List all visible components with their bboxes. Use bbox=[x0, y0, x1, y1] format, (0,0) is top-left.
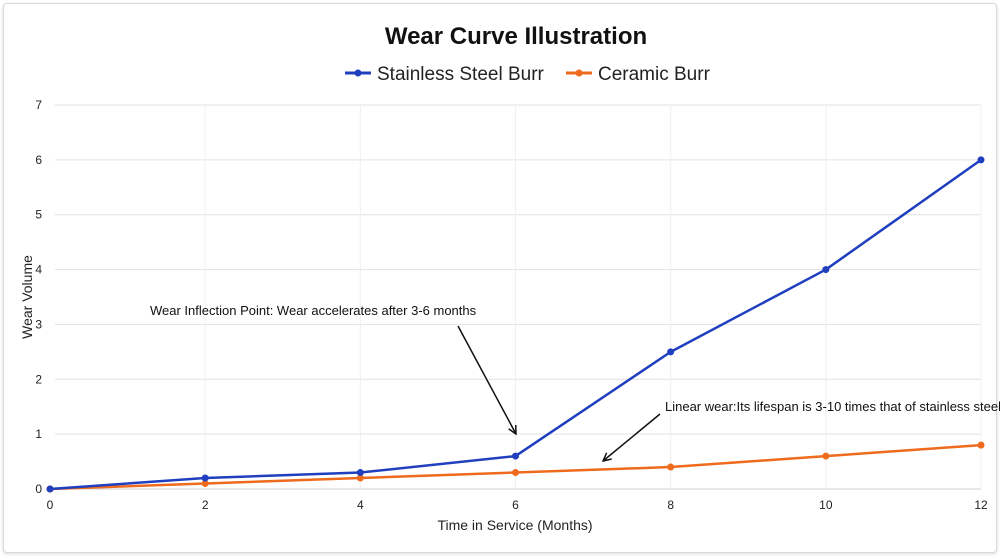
y-tick-label: 4 bbox=[35, 263, 42, 277]
annotation-arrow bbox=[457, 325, 516, 434]
x-tick-label: 10 bbox=[819, 498, 833, 512]
legend-swatch-marker bbox=[354, 69, 362, 77]
y-axis-label: Wear Volume bbox=[19, 255, 35, 339]
data-point bbox=[667, 463, 675, 471]
legend: Stainless Steel Burr Ceramic Burr bbox=[345, 64, 711, 85]
y-tick-label: 7 bbox=[35, 98, 42, 112]
chart-frame bbox=[3, 3, 997, 553]
y-tick-label: 2 bbox=[35, 372, 42, 386]
data-point bbox=[977, 156, 985, 164]
y-tick-label: 6 bbox=[35, 153, 42, 167]
data-point bbox=[512, 469, 519, 477]
legend-swatch-marker bbox=[575, 69, 583, 77]
data-point bbox=[822, 452, 830, 460]
x-tick-label: 4 bbox=[357, 498, 364, 512]
data-point bbox=[356, 469, 364, 477]
gridlines bbox=[50, 104, 982, 490]
y-tick-label: 0 bbox=[35, 482, 42, 496]
data-point bbox=[356, 474, 364, 482]
legend-label: Stainless Steel Burr bbox=[377, 64, 545, 85]
data-point bbox=[822, 266, 830, 274]
data-point bbox=[201, 480, 209, 488]
data-point bbox=[201, 474, 209, 482]
annotation-text: Wear Inflection Point: Wear accelerates … bbox=[150, 303, 477, 318]
annotation-arrow bbox=[603, 413, 661, 461]
legend-label: Ceramic Burr bbox=[598, 64, 711, 85]
data-point bbox=[667, 348, 675, 356]
y-tick-label: 5 bbox=[35, 208, 42, 222]
x-tick-label: 6 bbox=[512, 498, 519, 512]
x-tick-label: 8 bbox=[667, 498, 674, 512]
annotations: Wear Inflection Point: Wear accelerates … bbox=[150, 303, 1000, 461]
y-tick-label: 3 bbox=[35, 317, 42, 331]
x-tick-label: 12 bbox=[974, 498, 988, 512]
series-group bbox=[46, 156, 985, 493]
data-point bbox=[46, 485, 54, 493]
x-tick-label: 2 bbox=[202, 498, 209, 512]
chart-title: Wear Curve Illustration bbox=[385, 23, 647, 50]
data-point bbox=[977, 441, 985, 449]
x-axis-label: Time in Service (Months) bbox=[437, 517, 592, 533]
data-point bbox=[512, 452, 519, 460]
annotation-text: Linear wear:Its lifespan is 3-10 times t… bbox=[665, 399, 1000, 414]
x-tick-label: 0 bbox=[47, 498, 54, 512]
y-tick-label: 1 bbox=[35, 427, 42, 441]
